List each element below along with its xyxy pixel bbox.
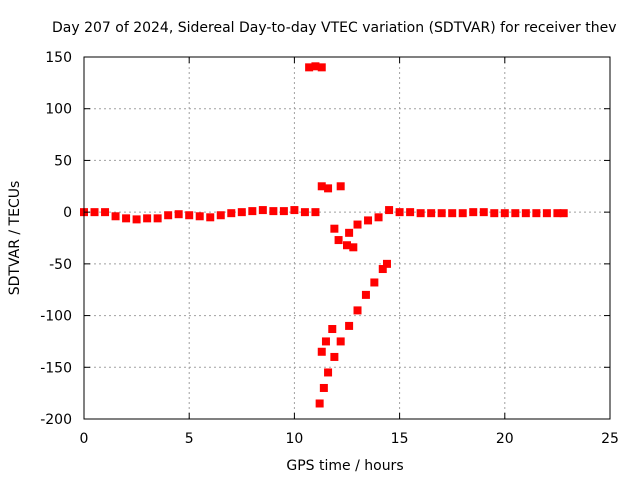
- x-tick-label: 20: [496, 431, 514, 447]
- grid-lines: [84, 57, 610, 419]
- data-point: [227, 209, 236, 218]
- y-tick-label: 100: [45, 102, 72, 118]
- data-point: [111, 212, 120, 221]
- data-point: [385, 206, 394, 215]
- data-point: [330, 352, 339, 361]
- x-tick-label: 0: [80, 431, 89, 447]
- data-point: [364, 216, 373, 225]
- data-point: [353, 220, 362, 229]
- y-tick-label: -150: [40, 360, 72, 376]
- data-point: [324, 368, 333, 377]
- y-tick-label: 150: [45, 50, 72, 66]
- data-point: [324, 184, 333, 193]
- data-point: [353, 306, 362, 315]
- data-point: [490, 209, 499, 218]
- data-point: [427, 209, 436, 218]
- data-point: [334, 236, 343, 245]
- data-point: [101, 208, 110, 217]
- data-point: [321, 337, 330, 346]
- data-point: [458, 209, 467, 218]
- data-point: [305, 63, 314, 72]
- data-points: [80, 62, 568, 408]
- data-point: [336, 337, 345, 346]
- x-tick-label: 15: [391, 431, 409, 447]
- data-point: [448, 209, 457, 218]
- data-point: [269, 207, 278, 216]
- data-point: [164, 211, 173, 220]
- data-point: [279, 207, 288, 216]
- data-point: [511, 209, 520, 218]
- plot-frame: [83, 56, 611, 420]
- x-tick-label: 25: [601, 431, 619, 447]
- data-point: [311, 208, 320, 217]
- data-point: [437, 209, 446, 218]
- data-point: [479, 208, 488, 217]
- y-tick-label: -50: [49, 257, 72, 273]
- data-point: [559, 209, 568, 218]
- data-point: [317, 347, 326, 356]
- data-point: [395, 208, 404, 217]
- chart-title: Day 207 of 2024, Sidereal Day-to-day VTE…: [52, 20, 616, 36]
- y-tick-label: -200: [40, 412, 72, 428]
- data-point: [317, 63, 326, 72]
- data-point: [300, 208, 309, 217]
- data-point: [374, 213, 383, 222]
- data-point: [382, 259, 391, 268]
- data-point: [361, 290, 370, 299]
- y-tick-label: 0: [63, 205, 72, 221]
- data-point: [195, 212, 204, 221]
- data-point: [349, 243, 358, 252]
- y-tick-label: 50: [54, 153, 72, 169]
- data-point: [343, 241, 351, 250]
- x-tick-label: 5: [185, 431, 194, 447]
- data-point: [143, 214, 152, 223]
- data-point: [406, 208, 415, 217]
- data-point: [416, 209, 425, 218]
- data-point: [185, 211, 194, 220]
- x-axis-label: GPS time / hours: [286, 458, 403, 474]
- data-point: [290, 206, 299, 215]
- data-point: [542, 209, 551, 218]
- data-point: [521, 209, 530, 218]
- data-point: [216, 211, 225, 220]
- data-point: [132, 215, 141, 224]
- data-point: [174, 210, 183, 219]
- data-point: [317, 182, 326, 191]
- y-axis-label: SDTVAR / TECUs: [7, 181, 23, 296]
- data-point: [90, 208, 99, 217]
- data-point: [248, 207, 257, 216]
- data-point: [370, 278, 379, 287]
- data-point: [311, 62, 320, 71]
- data-point: [532, 209, 541, 218]
- data-point: [206, 213, 215, 222]
- data-point: [153, 214, 162, 223]
- data-point: [330, 224, 339, 233]
- data-point: [315, 399, 324, 408]
- data-point: [345, 321, 354, 330]
- data-point: [122, 214, 131, 223]
- data-point: [469, 208, 478, 217]
- data-point: [500, 209, 509, 218]
- axis-ticks: 0 5 10 15 20 25 150 100 50 0 -50 -100 -150 -200: [40, 50, 619, 447]
- data-point: [336, 182, 345, 191]
- data-point: [328, 325, 337, 334]
- data-point: [319, 383, 328, 392]
- x-tick-label: 10: [285, 431, 303, 447]
- y-tick-label: -100: [40, 309, 72, 325]
- data-point: [553, 209, 562, 218]
- data-point: [237, 208, 246, 217]
- data-point: [345, 228, 354, 237]
- data-point: [258, 206, 267, 215]
- data-point: [378, 265, 387, 274]
